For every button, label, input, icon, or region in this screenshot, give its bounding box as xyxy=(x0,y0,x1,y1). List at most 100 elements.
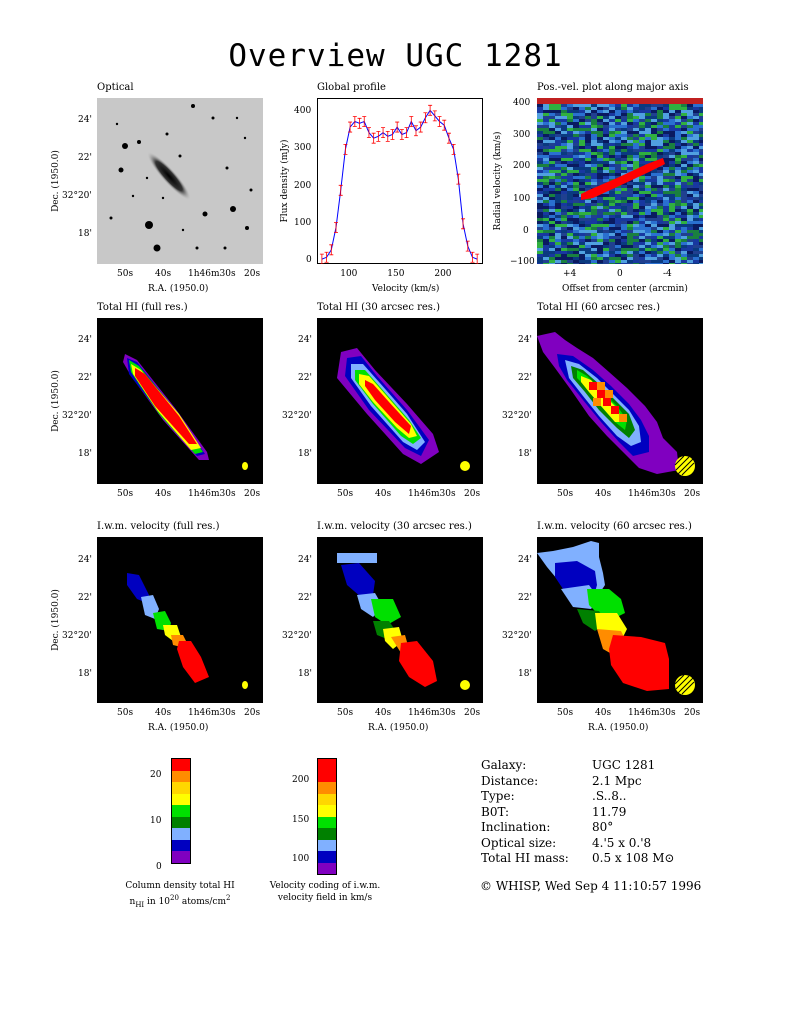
velocity-colorbar-swatch xyxy=(318,816,336,828)
dec-tick: 18' xyxy=(518,669,532,679)
profile-errorbar xyxy=(348,121,353,133)
density-colorbar xyxy=(171,758,191,864)
pv-y-tick: 300 xyxy=(513,130,531,140)
profile-errorbar xyxy=(428,104,433,116)
ra-tick: 50s xyxy=(117,269,134,279)
info-value: 0.5 x 108 M⊙ xyxy=(592,851,675,865)
profile-errorbar xyxy=(352,116,357,127)
dec-tick: 18' xyxy=(78,449,92,459)
density-colorbar-swatch xyxy=(172,770,190,782)
pv-y-tick: 400 xyxy=(513,98,531,108)
dec-tick: 22' xyxy=(298,593,312,603)
profile-errorbar xyxy=(404,127,409,139)
pv-y-tick: 0 xyxy=(523,226,529,236)
profile-errorbar xyxy=(409,116,414,127)
profile-errorbar xyxy=(395,121,400,133)
page-title: Overview UGC 1281 xyxy=(228,38,563,74)
info-label: Type: xyxy=(481,789,515,803)
pv-y-tick: 200 xyxy=(513,161,531,171)
offset-axis-label: Offset from center (arcmin) xyxy=(562,284,688,294)
profile-errorbar xyxy=(418,121,423,133)
profile-errorbar xyxy=(357,117,362,129)
dec-tick: 22' xyxy=(518,593,532,603)
offset-tick: -4 xyxy=(663,269,672,279)
dec-axis-label: Dec. (1950.0) xyxy=(51,589,61,651)
profile-errorbar xyxy=(371,132,376,144)
dec-tick: 32°20' xyxy=(62,411,92,421)
velocity-colorbar-swatch xyxy=(318,851,336,863)
info-label: B0T: xyxy=(481,804,510,819)
density-tick: 20 xyxy=(150,770,162,780)
profile-y-tick: 400 xyxy=(294,106,312,117)
velocity-colorbar-swatch xyxy=(318,862,336,874)
ra-tick: 20s xyxy=(684,489,701,499)
profile-errorbar xyxy=(385,130,390,142)
ra-tick: 50s xyxy=(337,708,354,718)
ra-tick: 1h46m30s xyxy=(628,489,676,499)
velocity-tick: 150 xyxy=(292,815,310,825)
velocity-colorbar-swatch xyxy=(318,828,336,840)
ra-axis-label: R.A. (1950.0) xyxy=(148,284,209,294)
copyright-footer: © WHISP, Wed Sep 4 11:10:57 1996 xyxy=(480,879,702,893)
dec-tick: 32°20' xyxy=(62,631,92,641)
dec-tick: 22' xyxy=(78,373,92,383)
dec-tick: 22' xyxy=(518,373,532,383)
ra-tick: 40s xyxy=(375,489,392,499)
vel-full-map xyxy=(97,537,263,703)
velocity-colorbar-swatch xyxy=(318,770,336,782)
info-value: 80° xyxy=(592,820,614,834)
hi-30-title: Total HI (30 arcsec res.) xyxy=(317,302,441,313)
dec-tick: 32°20' xyxy=(62,191,92,201)
profile-errorbar xyxy=(399,129,404,140)
ra-tick: 1h46m30s xyxy=(408,708,456,718)
dec-tick: 18' xyxy=(518,449,532,459)
profile-errorbar xyxy=(461,218,466,230)
dec-tick: 22' xyxy=(78,153,92,163)
info-value: 4.'5 x 0.'8 xyxy=(592,835,652,850)
optical-starfield xyxy=(109,104,253,252)
profile-errorbar xyxy=(338,184,343,196)
info-label: Distance: xyxy=(481,773,539,788)
velocity-tick: 100 xyxy=(292,854,310,864)
offset-tick: 0 xyxy=(617,269,623,279)
profile-errorbar xyxy=(446,132,451,144)
profile-errorbar xyxy=(343,143,348,155)
profile-errorbar xyxy=(381,127,386,139)
info-value: UGC 1281 xyxy=(592,758,656,772)
dec-axis-label: Dec. (1950.0) xyxy=(51,150,61,212)
ra-tick: 50s xyxy=(557,489,574,499)
pv-panel-title: Pos.-vel. plot along major axis xyxy=(537,82,689,93)
ra-tick: 40s xyxy=(155,708,172,718)
profile-panel-title: Global profile xyxy=(317,82,386,93)
info-value: 11.79 xyxy=(592,804,627,819)
profile-y-tick: 200 xyxy=(294,180,312,191)
profile-errorbar xyxy=(432,110,437,122)
vel-60-map xyxy=(537,537,703,703)
dec-tick: 24' xyxy=(298,335,312,345)
dec-tick: 18' xyxy=(78,229,92,239)
density-tick: 0 xyxy=(156,862,162,872)
profile-errorbar xyxy=(437,116,442,127)
dec-tick: 32°20' xyxy=(282,411,312,421)
density-caption-line1: Column density total HI xyxy=(125,881,235,891)
ra-tick: 20s xyxy=(464,489,481,499)
ra-tick: 40s xyxy=(155,489,172,499)
velocity-colorbar-swatch xyxy=(318,805,336,817)
velocity-colorbar xyxy=(317,758,337,875)
velocity-colorbar-swatch xyxy=(318,782,336,794)
ra-tick: 50s xyxy=(117,489,134,499)
hi-60-map xyxy=(537,318,703,484)
density-colorbar-swatch xyxy=(172,851,190,863)
density-colorbar-swatch xyxy=(172,759,190,771)
vel-60-title: I.w.m. velocity (60 arcsec res.) xyxy=(537,521,692,532)
profile-errorbar xyxy=(465,240,470,252)
info-label: Optical size: xyxy=(481,835,557,850)
offset-tick: +4 xyxy=(563,269,577,279)
ra-tick: 50s xyxy=(117,708,134,718)
profile-x-tick: 200 xyxy=(434,269,452,279)
profile-errorbar xyxy=(451,143,456,155)
density-colorbar-swatch xyxy=(172,782,190,794)
velocity-colorbar-swatch xyxy=(318,793,336,805)
dec-tick: 24' xyxy=(298,555,312,565)
hi-full-title: Total HI (full res.) xyxy=(97,302,188,313)
